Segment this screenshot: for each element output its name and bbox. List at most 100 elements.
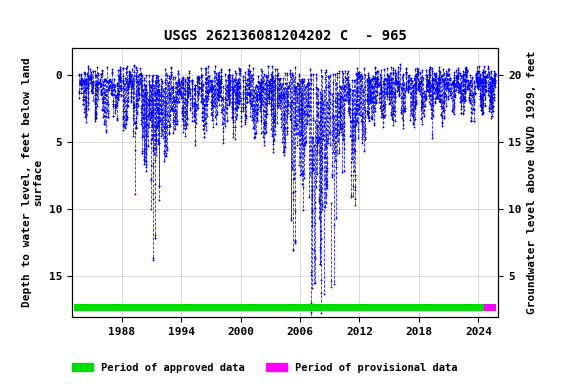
Point [320,174,329,180]
Point [478,104,487,111]
Point [92,110,101,116]
Point [314,99,323,105]
Point [114,76,123,83]
Point [232,80,241,86]
Point [481,82,490,88]
Point [316,207,325,214]
Point [441,81,450,87]
Point [324,74,334,80]
Point [436,98,445,104]
Point [169,117,178,123]
Point [384,96,393,102]
Point [464,86,473,92]
Point [311,84,320,90]
Point [381,112,390,118]
Point [465,79,475,86]
Point [194,84,203,90]
Point [386,83,395,89]
Point [113,96,122,102]
Point [120,98,130,104]
Point [170,107,180,113]
Point [298,110,307,116]
Point [339,83,348,89]
Point [214,81,223,87]
Point [181,96,191,103]
Point [92,87,101,93]
Point [355,72,365,78]
Point [78,97,88,103]
Point [415,70,424,76]
Point [490,80,499,86]
Point [392,77,401,83]
Point [478,67,487,73]
Point [469,118,478,124]
Point [298,137,308,144]
Point [122,83,131,89]
Point [244,91,253,97]
Point [290,64,300,70]
Point [441,80,450,86]
Point [329,281,339,287]
Point [238,108,247,114]
Point [399,100,408,106]
Point [268,103,278,109]
Point [372,76,381,82]
Point [301,83,310,89]
Point [388,121,397,127]
Point [181,125,191,131]
Point [104,77,113,83]
Point [127,89,136,95]
Point [166,64,176,70]
Point [232,91,241,97]
Point [386,109,396,115]
Point [348,98,358,104]
Point [245,81,254,87]
Point [131,93,140,99]
Point [385,91,394,97]
Point [262,129,271,136]
Point [252,102,262,108]
Point [321,126,330,132]
Point [173,68,182,74]
Point [231,106,240,112]
Point [418,121,427,127]
Bar [484,304,497,311]
Point [106,78,115,84]
Point [75,80,84,86]
Point [491,77,500,83]
Point [82,113,91,119]
Point [408,92,418,98]
Point [473,81,482,88]
Point [109,113,118,119]
Point [427,96,437,103]
Point [275,105,285,111]
Point [124,86,133,92]
Point [489,79,498,86]
Point [452,79,461,85]
Point [100,94,109,100]
Point [223,96,233,102]
Point [485,99,494,105]
Point [481,74,490,80]
Point [362,93,372,99]
Point [393,86,403,92]
Point [435,64,444,70]
Point [213,70,222,76]
Point [367,116,377,122]
Point [423,77,433,83]
Point [183,99,192,106]
Point [427,81,437,87]
Point [92,73,101,79]
Point [188,77,197,83]
Point [474,83,483,89]
Point [429,84,438,90]
Point [345,88,354,94]
Point [442,80,451,86]
Point [487,79,497,85]
Point [191,138,200,144]
Point [242,99,252,105]
Point [384,94,393,100]
Point [134,87,143,93]
Point [288,72,297,78]
Point [454,65,463,71]
